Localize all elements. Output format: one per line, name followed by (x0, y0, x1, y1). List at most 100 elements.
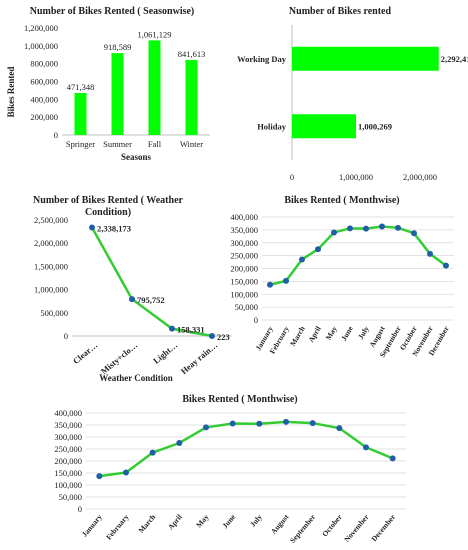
y-tick-label: 200,000 (230, 264, 258, 274)
chart-title: Bikes Rented ( Monthwise) (284, 195, 399, 206)
x-tick-label: June (220, 512, 237, 530)
x-tick-label: March (288, 324, 307, 348)
daytype-bar-chart: Number of Bikes rented 1,000,269 Holiday 2… (237, 6, 468, 182)
data-point (315, 246, 321, 253)
x-tick-label: August (269, 512, 291, 536)
data-point (363, 444, 369, 451)
y-tick-label: 2,000,000 (34, 238, 68, 248)
y-tick-label: 100,000 (230, 289, 258, 299)
y-tick-label: 400,000 (230, 212, 258, 222)
x-tick-label: October (320, 512, 344, 538)
data-point (336, 425, 343, 432)
data-label: 1,061,129 (138, 29, 172, 39)
x-tick-label: Heay rain… (179, 340, 220, 376)
data-point (427, 250, 433, 257)
y-tick-label: 1,500,000 (34, 261, 68, 271)
data-point (283, 277, 289, 284)
month-line-chart-wide: Bikes Rented ( Monthwise) 0 50,000 100,000… (54, 394, 406, 545)
y-tick-label: 150,000 (54, 468, 82, 478)
data-label: 918,589 (104, 42, 132, 52)
data-point (443, 262, 449, 269)
x-tick-label: April (166, 513, 184, 532)
data-label: 223 (217, 332, 230, 342)
data-point (96, 473, 103, 480)
y-tick-label: 350,000 (230, 225, 258, 235)
data-point (176, 440, 183, 446)
data-point (299, 256, 305, 263)
x-tick-label: November (342, 512, 371, 544)
data-point (203, 424, 209, 431)
y-tick-label: 350,000 (54, 420, 82, 430)
x-tick-label: Summer (103, 139, 132, 149)
x-axis-label: Weather Condition (99, 373, 173, 383)
month-line-chart-small: Bikes Rented ( Monthwise) 0 50,000 100,000… (230, 195, 454, 359)
y-tick-label: 1,000,000 (34, 285, 68, 295)
y-tick-label: 0 (64, 331, 68, 341)
series-line (99, 420, 394, 478)
y-tick-label: 300,000 (54, 432, 82, 442)
data-point (389, 455, 396, 462)
data-label: 158,331 (177, 325, 205, 335)
y-tick-label: 250,000 (230, 251, 258, 261)
y-tick-label: 50,000 (59, 492, 82, 502)
data-point (395, 224, 401, 231)
weather-line-chart: Number of Bikes Rented ( Weather Conditi… (33, 195, 232, 383)
y-tick-label: 250,000 (54, 444, 82, 454)
data-point (89, 224, 95, 231)
data-point (209, 332, 215, 339)
data-label: 2,338,173 (97, 224, 131, 234)
x-tick-label: January (80, 512, 104, 538)
y-tick-label: 400,000 (54, 408, 82, 418)
data-label: 471,348 (67, 82, 95, 92)
chart-title-line-1: Number of Bikes Rented ( Weather (33, 195, 183, 206)
bar-holiday (292, 114, 357, 139)
x-tick-label: February (104, 512, 131, 541)
x-tick-label: July (356, 324, 371, 341)
data-point (347, 225, 353, 232)
season-bar-chart: Number of Bikes Rented ( Seasonwise) Bik… (6, 6, 210, 162)
y-tick-label: 0 (254, 315, 258, 325)
y-tick-label: 150,000 (230, 276, 258, 286)
chart-title: Number of Bikes rented (289, 6, 392, 17)
x-tick-label: July (248, 512, 264, 529)
y-tick-label: 800,000 (30, 59, 58, 69)
y-tick-label: 50,000 (235, 302, 258, 312)
data-point (149, 449, 156, 456)
x-tick-label: 2,000,000 (403, 172, 437, 182)
y-tick-label: 1,200,000 (24, 23, 58, 33)
data-label: 841,613 (178, 49, 206, 59)
x-tick-label: March (136, 512, 157, 535)
bar-summer (111, 53, 124, 135)
y-tick-label: 600,000 (30, 77, 58, 87)
data-label: 1,000,269 (358, 121, 392, 131)
x-tick-label: September (288, 512, 318, 545)
x-tick-label: 0 (290, 172, 294, 182)
data-label: 795,752 (137, 295, 165, 305)
x-tick-label: May (324, 324, 339, 341)
x-tick-label: Winter (180, 139, 203, 149)
data-point (411, 230, 417, 237)
y-tick-label: Working Day (237, 54, 287, 64)
data-point (267, 281, 273, 288)
x-tick-label: June (339, 324, 355, 342)
data-point (363, 225, 369, 232)
x-tick-label: Springer (66, 139, 95, 149)
chart-title: Bikes Rented ( Monthwise) (182, 394, 297, 405)
bar-springer (74, 92, 87, 135)
data-point (169, 325, 175, 332)
y-tick-label: 0 (54, 130, 58, 140)
x-tick-label: December (369, 512, 397, 543)
x-tick-label: Light… (151, 340, 179, 366)
y-tick-label: 0 (78, 504, 82, 514)
data-point (283, 418, 289, 425)
data-point (229, 420, 236, 427)
bar-fall (148, 40, 161, 136)
data-point (379, 223, 385, 230)
data-point (256, 420, 263, 427)
x-tick-label: Misty+clo… (99, 340, 140, 376)
data-point (331, 229, 337, 236)
x-tick-label: May (194, 512, 210, 529)
data-point (309, 420, 316, 427)
data-point (123, 469, 129, 476)
